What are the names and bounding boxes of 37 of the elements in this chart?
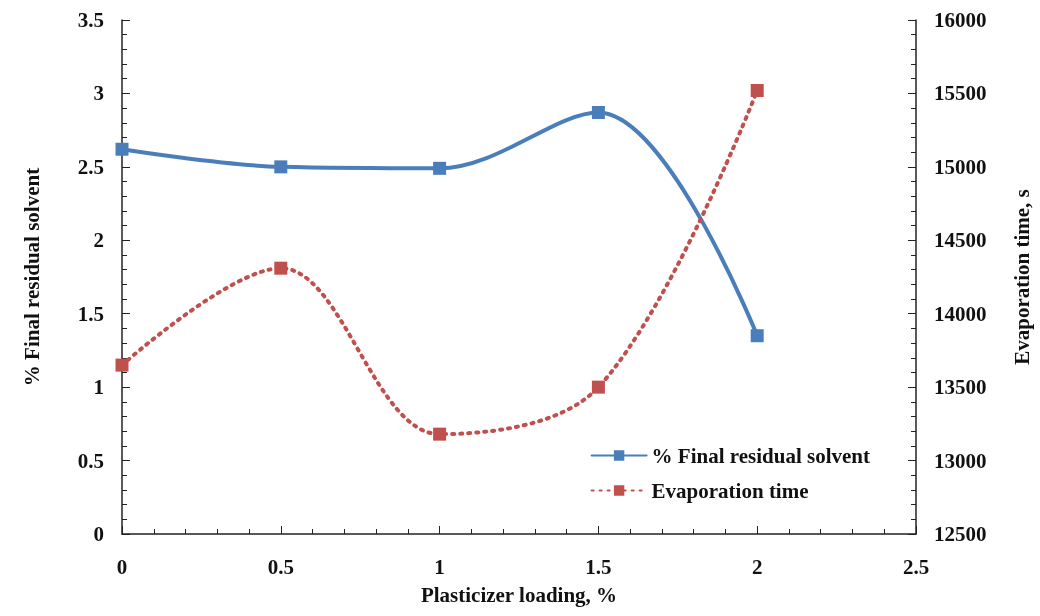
- x-tick-label: 1.5: [585, 554, 612, 579]
- y-tick-label: 3: [93, 81, 104, 106]
- x-tick-label: 0: [116, 554, 128, 579]
- y2-tick-label: 13000: [934, 448, 987, 473]
- y2-tick-label: 13500: [934, 375, 987, 400]
- x-tick-label: 1: [434, 554, 445, 579]
- y-tick-label: 2.5: [77, 154, 104, 179]
- y2-axis-title: Evaporation time, s: [1009, 189, 1034, 365]
- x-tick-label: 2: [751, 554, 763, 579]
- legend-label: Evaporation time: [651, 478, 809, 503]
- x-tick-label: 0.5: [267, 554, 294, 579]
- point: [274, 160, 288, 174]
- y-tick-label: 3.5: [77, 8, 104, 32]
- point: [433, 427, 447, 441]
- point: [433, 161, 447, 175]
- y2-tick-label: 15000: [934, 154, 987, 179]
- x-tick-label: 2.5: [902, 554, 930, 579]
- y-tick-label: 1: [93, 375, 104, 400]
- y2-tick-label: 15500: [934, 81, 987, 106]
- point: [750, 83, 764, 97]
- y-axis-title: % Final residual solvent: [19, 167, 44, 387]
- y-tick-label: 2: [93, 228, 104, 253]
- x-axis-title: Plasticizer loading, %: [420, 582, 618, 607]
- y-tick-label: 0.5: [77, 448, 104, 473]
- point: [591, 380, 605, 394]
- y2-tick-label: 14000: [934, 301, 987, 326]
- point: [750, 329, 764, 343]
- legend-label: % Final residual solvent: [651, 443, 871, 468]
- y-tick-label: 0: [93, 522, 104, 546]
- point: [274, 261, 288, 275]
- y2-tick-label: 12500: [934, 522, 987, 546]
- y2-tick-label: 14500: [934, 228, 987, 253]
- point: [591, 106, 605, 120]
- y-tick-label: 1.5: [77, 301, 104, 326]
- y2-tick-label: 16000: [934, 8, 987, 32]
- point: [115, 142, 129, 156]
- point: [115, 358, 129, 372]
